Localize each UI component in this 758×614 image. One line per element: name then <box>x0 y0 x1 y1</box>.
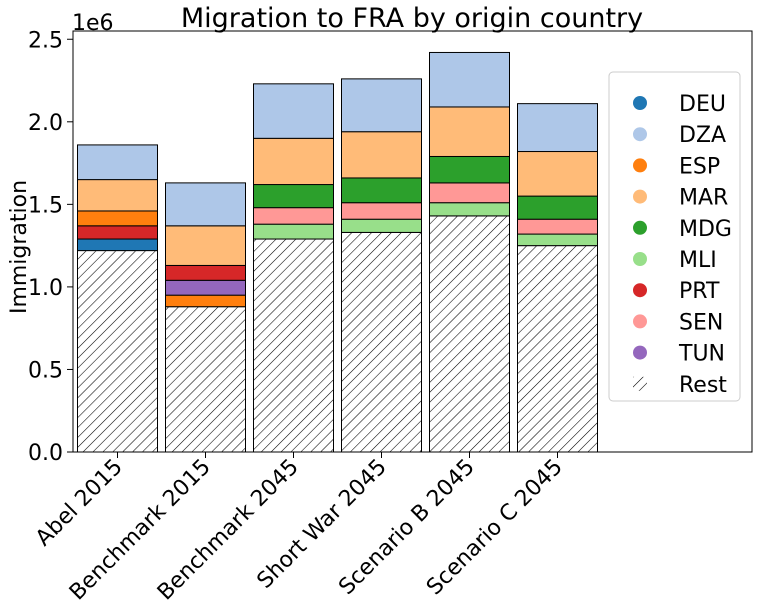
bar-segment-prt <box>77 225 158 240</box>
bar-segment-dza <box>253 83 334 139</box>
bar-segment-mar <box>341 131 422 179</box>
bar-segment-mar <box>429 106 510 157</box>
bar-segment-mli <box>429 202 510 217</box>
bar-segment-mdg <box>517 195 598 220</box>
legend-marker-dza <box>633 127 647 142</box>
legend-label-esp: ESP <box>679 154 720 179</box>
bar-segment-deu <box>77 238 158 252</box>
legend-marker-deu <box>633 96 647 110</box>
bar-segment-mar <box>165 225 246 266</box>
bar-segment-mli <box>517 233 598 247</box>
legend-label-deu: DEU <box>679 92 726 117</box>
bar-segment-mdg <box>341 177 422 204</box>
y-tick-label: 1.0 <box>28 276 63 301</box>
bar-segment-sen <box>429 182 510 204</box>
bar-segment-mar <box>517 151 598 197</box>
bar-segment-rest <box>517 245 598 453</box>
bar-segment-rest <box>77 250 158 453</box>
bar-segment-dza <box>517 103 598 153</box>
bar-segment-prt <box>165 264 246 281</box>
legend: DEU DZA ESP MAR MDG MLI PRT SEN TUN Rest <box>608 71 741 402</box>
legend-label-mli: MLI <box>679 248 717 273</box>
bar-segment-mli <box>341 218 422 233</box>
legend-label-dza: DZA <box>679 123 726 148</box>
legend-label-rest: Rest <box>679 373 727 398</box>
bars <box>77 51 598 453</box>
bar-segment-mdg <box>429 155 510 184</box>
bar-segment-dza <box>429 51 510 108</box>
chart-title: Migration to FRA by origin country <box>181 3 643 34</box>
y-tick-label: 0.0 <box>28 441 63 466</box>
bar-segment-esp <box>165 294 246 308</box>
bar-segment-rest <box>253 238 334 453</box>
y-tick-label: 1.5 <box>28 193 63 218</box>
bar-segment-mdg <box>253 184 334 209</box>
legend-marker-sen <box>633 314 647 329</box>
legend-marker-tun <box>633 345 647 360</box>
y-multiplier: 1e6 <box>72 11 114 36</box>
legend-label-mdg: MDG <box>679 217 732 242</box>
legend-marker-rest <box>633 376 647 391</box>
bar-segment-rest <box>429 215 510 453</box>
y-axis: 0.0 0.5 1.0 1.5 2.0 2.5 <box>28 28 73 466</box>
bar-segment-dza <box>341 78 422 133</box>
legend-label-mar: MAR <box>679 186 728 211</box>
bar-segment-dza <box>77 144 158 181</box>
y-tick-label: 2.0 <box>28 111 63 136</box>
bar-segment-tun <box>165 279 246 296</box>
y-tick-label: 0.5 <box>28 358 63 383</box>
bar-segment-sen <box>517 218 598 235</box>
legend-label-prt: PRT <box>679 279 720 304</box>
legend-marker-mar <box>633 189 647 204</box>
bar-segment-mli <box>253 223 334 240</box>
bar-segment-esp <box>77 210 158 227</box>
bar-segment-rest <box>341 231 422 453</box>
plot-frame <box>72 30 753 453</box>
bar-segment-mar <box>77 179 158 212</box>
bar-segment-rest <box>165 306 246 453</box>
bar-segment-mar <box>253 137 334 186</box>
legend-marker-esp <box>633 158 647 173</box>
legend-label-tun: TUN <box>678 342 725 367</box>
y-axis-label: Immigration <box>7 180 32 314</box>
legend-marker-prt <box>633 283 647 298</box>
bar-segment-sen <box>253 207 334 225</box>
bar-segment-sen <box>341 202 422 220</box>
legend-label-sen: SEN <box>679 310 723 335</box>
bar-segment-dza <box>165 182 246 227</box>
legend-marker-mli <box>633 252 647 266</box>
y-tick-label: 2.5 <box>28 28 63 53</box>
legend-marker-mdg <box>633 220 647 235</box>
x-tick-label: Abel 2015 <box>31 455 128 552</box>
